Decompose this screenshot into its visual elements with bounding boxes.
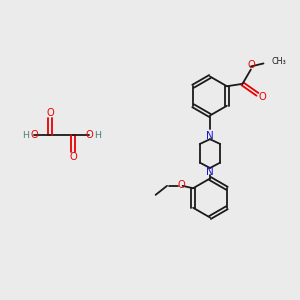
Text: O: O [46, 107, 54, 118]
Text: O: O [259, 92, 266, 102]
Text: N: N [206, 130, 214, 141]
Text: H: H [94, 130, 101, 140]
Text: O: O [30, 130, 38, 140]
Text: H: H [22, 130, 29, 140]
Text: O: O [177, 180, 185, 190]
Text: O: O [247, 60, 255, 70]
Text: CH₃: CH₃ [272, 57, 286, 66]
Text: O: O [69, 152, 77, 163]
Text: O: O [85, 130, 93, 140]
Text: N: N [206, 167, 214, 177]
